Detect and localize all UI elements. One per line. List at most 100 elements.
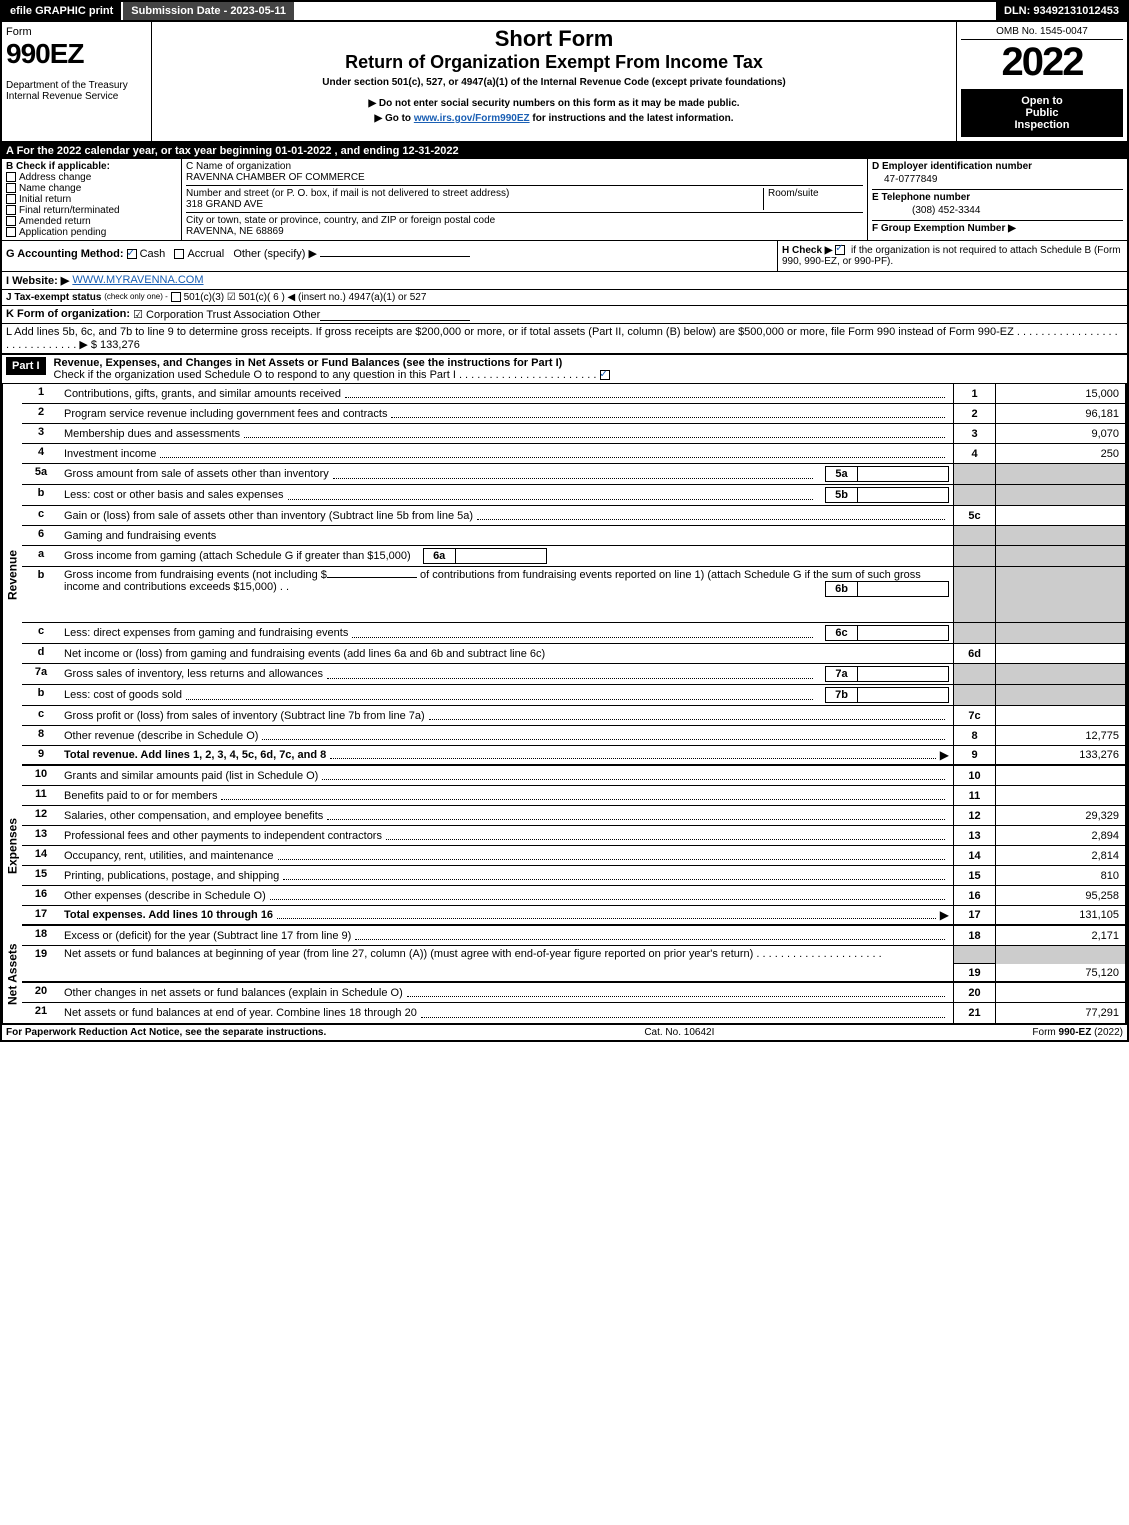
- efile-print-button[interactable]: efile GRAPHIC print: [2, 2, 121, 20]
- line19-amt-shade: [995, 946, 1125, 964]
- ln-5a: 5a: [22, 464, 60, 484]
- line5a-amt: [995, 464, 1125, 484]
- top-bar: efile GRAPHIC print Submission Date - 20…: [0, 0, 1129, 22]
- line1-amt: 15,000: [995, 384, 1125, 403]
- line7c-box: 7c: [953, 706, 995, 725]
- line13-desc: Professional fees and other payments to …: [60, 826, 953, 845]
- line7b-desc: Less: cost of goods sold7b: [60, 685, 953, 705]
- omb-number: OMB No. 1545-0047: [961, 26, 1123, 40]
- line3-desc: Membership dues and assessments: [60, 424, 953, 443]
- ein-value: 47-0777849: [872, 172, 1123, 190]
- ein-label: D Employer identification number: [872, 161, 1123, 172]
- cb-501c3[interactable]: [171, 292, 181, 302]
- line20-box: 20: [953, 983, 995, 1002]
- open-to-public-box: Open to Public Inspection: [961, 89, 1123, 137]
- line-i-row: I Website: ▶ WWW.MYRAVENNA.COM: [0, 272, 1129, 290]
- line17-desc: Total expenses. Add lines 10 through 16▶: [60, 906, 953, 924]
- header-right: OMB No. 1545-0047 2022 Open to Public In…: [957, 22, 1127, 141]
- cb-cash[interactable]: [127, 249, 137, 259]
- line14-amt: 2,814: [995, 846, 1125, 865]
- line11-amt: [995, 786, 1125, 805]
- cb-schedule-b[interactable]: [835, 245, 845, 255]
- line-l-row: L Add lines 5b, 6c, and 7b to line 9 to …: [0, 324, 1129, 355]
- line6-box: [953, 526, 995, 545]
- open-line3: Inspection: [967, 119, 1117, 131]
- part1-title: Revenue, Expenses, and Changes in Net As…: [54, 357, 563, 369]
- line18-desc: Excess or (deficit) for the year (Subtra…: [60, 926, 953, 945]
- website-link[interactable]: WWW.MYRAVENNA.COM: [72, 274, 203, 287]
- line18-box: 18: [953, 926, 995, 945]
- line17-amt: 131,105: [995, 906, 1125, 924]
- ln-7b: b: [22, 685, 60, 705]
- ln-17: 17: [22, 906, 60, 924]
- line-k-opts: ☑ Corporation Trust Association Other: [133, 308, 320, 321]
- cb-accrual[interactable]: [174, 249, 184, 259]
- line-l-amount: ▶ $ 133,276: [79, 339, 139, 351]
- line3-box: 3: [953, 424, 995, 443]
- ln-4: 4: [22, 444, 60, 463]
- line5a-box: [953, 464, 995, 484]
- line-g-label: G Accounting Method:: [6, 248, 124, 260]
- cb-schedule-o[interactable]: [600, 370, 610, 380]
- ln-13: 13: [22, 826, 60, 845]
- ln-5b: b: [22, 485, 60, 505]
- ln-2: 2: [22, 404, 60, 423]
- line6b-box: [953, 567, 995, 622]
- side-label-net-assets: Net Assets: [2, 926, 22, 1023]
- cb-address-change[interactable]: Address change: [6, 172, 177, 183]
- cb-final-return[interactable]: Final return/terminated: [6, 205, 177, 216]
- ln-9: 9: [22, 746, 60, 764]
- goto-pre: ▶ Go to: [374, 113, 413, 124]
- line15-amt: 810: [995, 866, 1125, 885]
- side-label-revenue: Revenue: [2, 384, 22, 766]
- line6-amt: [995, 526, 1125, 545]
- line-j-sub: (check only one) -: [104, 292, 168, 303]
- line-i-label: I Website: ▶: [6, 274, 69, 287]
- side-label-expenses: Expenses: [2, 766, 22, 926]
- footer-form-ref: Form 990-EZ (2022): [1032, 1027, 1123, 1038]
- ln-5c: c: [22, 506, 60, 525]
- cb-application-pending[interactable]: Application pending: [6, 227, 177, 238]
- line7c-amt: [995, 706, 1125, 725]
- submission-date-label: Submission Date - 2023-05-11: [123, 2, 294, 20]
- line-l-text: L Add lines 5b, 6c, and 7b to line 9 to …: [6, 326, 1014, 338]
- open-line2: Public: [967, 107, 1117, 119]
- line7b-amt: [995, 685, 1125, 705]
- line10-box: 10: [953, 766, 995, 785]
- ln-7c: c: [22, 706, 60, 725]
- header-center: Short Form Return of Organization Exempt…: [152, 22, 957, 141]
- line6d-box: 6d: [953, 644, 995, 663]
- irs-link[interactable]: www.irs.gov/Form990EZ: [414, 113, 530, 124]
- line1-box: 1: [953, 384, 995, 403]
- ln-1: 1: [22, 384, 60, 403]
- ln-6a: a: [22, 546, 60, 566]
- line7a-desc: Gross sales of inventory, less returns a…: [60, 664, 953, 684]
- ln-3: 3: [22, 424, 60, 443]
- line-j-label: J Tax-exempt status: [6, 292, 101, 303]
- line-k-row: K Form of organization: ☑ Corporation Tr…: [0, 306, 1129, 324]
- line-h: H Check ▶ if the organization is not req…: [777, 241, 1127, 271]
- goto-instructions: ▶ Go to www.irs.gov/Form990EZ for instru…: [156, 113, 952, 124]
- dln-label: DLN: 93492131012453: [996, 2, 1127, 20]
- line8-box: 8: [953, 726, 995, 745]
- line5c-amt: [995, 506, 1125, 525]
- under-section-text: Under section 501(c), 527, or 4947(a)(1)…: [156, 77, 952, 88]
- line7c-desc: Gross profit or (loss) from sales of inv…: [60, 706, 953, 725]
- line9-desc: Total revenue. Add lines 1, 2, 3, 4, 5c,…: [60, 746, 953, 764]
- cb-amended-return[interactable]: Amended return: [6, 216, 177, 227]
- line16-box: 16: [953, 886, 995, 905]
- footer-cat-no: Cat. No. 10642I: [644, 1027, 714, 1038]
- accrual-label: Accrual: [187, 248, 224, 260]
- line5a-desc: Gross amount from sale of assets other t…: [60, 464, 953, 484]
- part1-header-row: Part I Revenue, Expenses, and Changes in…: [0, 355, 1129, 384]
- block-b-title: B Check if applicable:: [6, 161, 177, 172]
- cb-name-change[interactable]: Name change: [6, 183, 177, 194]
- ln-16: 16: [22, 886, 60, 905]
- ln-21: 21: [22, 1003, 60, 1023]
- group-exemption-label: F Group Exemption Number ▶: [872, 221, 1123, 234]
- cb-initial-return[interactable]: Initial return: [6, 194, 177, 205]
- irs-label: Internal Revenue Service: [6, 91, 147, 102]
- line11-desc: Benefits paid to or for members: [60, 786, 953, 805]
- goto-post: for instructions and the latest informat…: [530, 113, 734, 124]
- line6a-box: [953, 546, 995, 566]
